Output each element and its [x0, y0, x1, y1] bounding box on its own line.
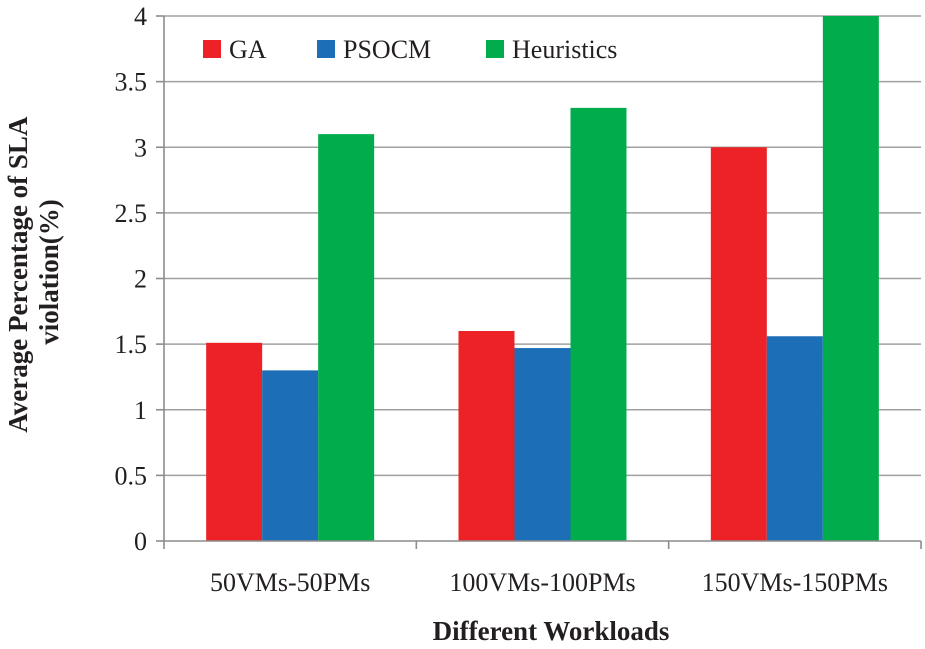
- x-tick-label: 50VMs-50PMs: [210, 568, 370, 597]
- legend-label-ga: GA: [229, 35, 267, 64]
- y-tick-label: 3: [134, 133, 147, 162]
- y-tick-label: 4: [134, 2, 147, 31]
- bar-ga-2: [458, 331, 515, 541]
- y-tick-label: 2.5: [115, 199, 148, 228]
- y-tick-label: 0.5: [115, 461, 148, 490]
- y-axis-title: Average Percentage of SLA violation(%): [3, 111, 64, 432]
- y-tick-label: 0: [134, 527, 147, 556]
- y-tick-label: 3.5: [115, 68, 148, 97]
- y-axis-title-line-1: Average Percentage of SLA: [3, 116, 33, 433]
- y-tick-label: 2: [134, 265, 147, 294]
- bar-heuristics-2: [570, 107, 627, 541]
- x-tick-label: 100VMs-100PMs: [449, 568, 635, 597]
- legend-label-psocm: PSOCM: [343, 35, 431, 64]
- bar-ga-3: [710, 147, 767, 541]
- legend-swatch-psocm: [317, 40, 335, 58]
- bar-heuristics-1: [318, 134, 375, 541]
- y-tick-label: 1.5: [115, 330, 148, 359]
- axes: 0 0.5 1 1.5 2 2.5 3 3.5 4 50VMs-50PMs 100VMs-100PM…: [115, 2, 922, 597]
- bar-ga-1: [206, 342, 263, 541]
- y-tick-label: 1: [134, 396, 147, 425]
- x-tick-label: 150VMs-150PMs: [702, 568, 888, 597]
- y-axis-title-line-2: violation(%): [34, 199, 64, 345]
- bars: [206, 16, 879, 541]
- bar-psocm-3: [766, 336, 823, 541]
- x-axis-title: Different Workloads: [433, 616, 670, 646]
- bar-psocm-1: [262, 370, 319, 541]
- legend-swatch-heuristics: [486, 40, 504, 58]
- legend-label-heuristics: Heuristics: [512, 35, 617, 64]
- legend-swatch-ga: [203, 40, 221, 58]
- legend: GA PSOCM Heuristics: [203, 35, 617, 64]
- bar-heuristics-3: [822, 16, 879, 541]
- bar-psocm-2: [514, 348, 571, 541]
